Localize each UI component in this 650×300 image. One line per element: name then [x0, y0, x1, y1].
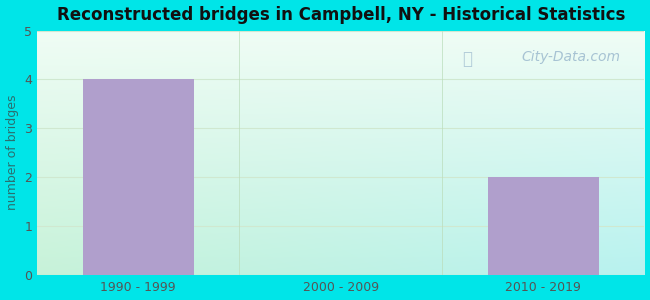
Y-axis label: number of bridges: number of bridges	[6, 95, 19, 210]
Text: City-Data.com: City-Data.com	[521, 50, 620, 64]
Bar	[488, 177, 599, 274]
Text: ⓘ: ⓘ	[462, 50, 472, 68]
Title: Reconstructed bridges in Campbell, NY - Historical Statistics: Reconstructed bridges in Campbell, NY - …	[57, 6, 625, 24]
Bar	[83, 80, 194, 274]
